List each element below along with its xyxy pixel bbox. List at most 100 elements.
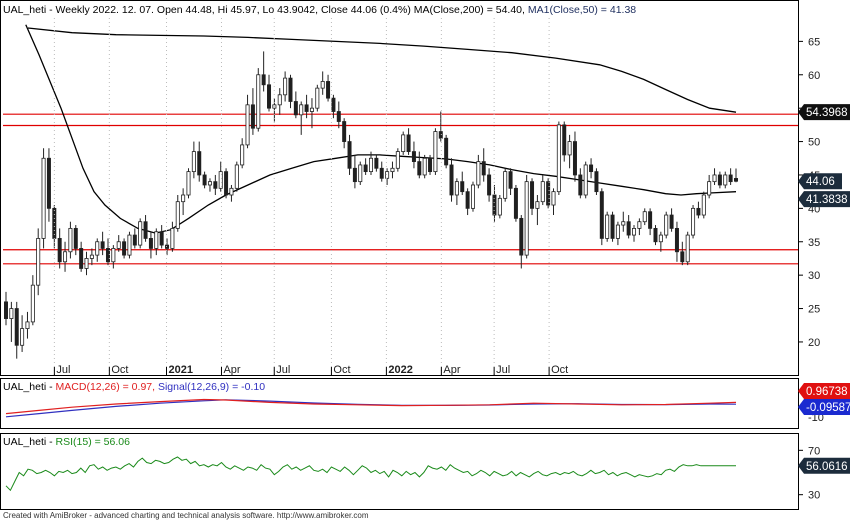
candle [524,174,529,259]
y-tick-label: 60 [808,70,820,82]
candle [309,98,314,129]
candle [363,158,368,175]
candle [89,248,94,266]
candle [734,168,739,183]
rsi-panel-title: UAL_heti - RSI(15) = 56.06 [3,436,130,448]
candle [105,238,110,266]
macd-panel-title: UAL_heti - MACD(12,26) = 0.97, Signal(12… [3,381,265,393]
candle [41,148,46,249]
candle [368,151,373,175]
rsi-line [5,456,736,492]
candle [132,228,137,249]
x-tick-label: Oct [333,364,350,376]
candle [476,154,481,189]
candle [653,225,658,246]
candle [229,184,234,202]
candle [14,301,19,359]
candle [674,221,679,262]
candle [25,311,30,339]
price-header-ma200: MA(Close,200) = 54.40, [414,4,528,16]
candle [143,215,148,242]
candle [567,134,572,169]
macd-header-value: MACD(12,26) = 0.97, [56,381,158,393]
candle [240,138,245,169]
x-tick-label: Oct [551,364,568,376]
footer-credit: Created with AmiBroker - advanced charti… [3,511,369,520]
ma200-value-badge: 54.3968 [798,104,850,121]
candle [46,148,51,222]
svg-text:0.96738: 0.96738 [806,386,848,398]
ma200-line [27,27,737,113]
rsi-panel-frame [0,433,799,510]
candle [712,168,717,185]
x-tick-label: Jul [56,364,70,376]
candle [138,218,143,249]
svg-text:-0.09587: -0.09587 [806,402,850,414]
candle [433,128,438,175]
candle [583,161,588,199]
candle [84,251,89,276]
candle [615,221,620,246]
candle [122,238,127,259]
candle [374,154,379,172]
candle [449,158,454,202]
candle [481,148,486,182]
x-tick-label: 2021 [169,364,193,376]
candle [4,291,9,326]
candle [658,231,663,252]
candle [508,168,513,195]
candle [218,161,223,192]
candle [519,215,524,269]
rsi-value-badge: 56.0616 [798,457,850,474]
candle [315,84,320,112]
svg-text:54.3968: 54.3968 [806,107,848,119]
macd-signal-line [5,399,737,418]
candle [487,168,492,202]
candle [562,121,567,162]
candle [100,231,105,256]
svg-text:44.06: 44.06 [806,176,835,188]
candle [535,195,540,226]
macd-header-signal: Signal(12,26,9) = -0.10 [158,381,265,393]
y-tick-label: 65 [808,36,820,48]
candle [411,141,416,169]
candle [293,91,298,119]
candle [261,51,266,92]
candle [497,195,502,219]
macd-value-badge: 0.96738 [798,383,850,399]
candle [342,118,347,149]
signal-value-badge: -0.09587 [798,399,850,415]
candle [390,161,395,179]
candle [116,235,121,252]
candle [186,168,191,199]
candle [30,275,35,326]
candle [352,154,357,189]
candle [417,151,422,179]
svg-text:56.0616: 56.0616 [806,461,848,473]
candle [669,208,674,232]
candle [159,225,164,249]
candle [680,241,685,266]
price-panel-frame [0,0,799,376]
candle [685,231,690,266]
candle [63,241,68,272]
candle [551,188,556,216]
candle [530,178,535,216]
candle [470,181,475,212]
candle [347,134,352,175]
candle [460,171,465,195]
candle [728,168,733,185]
candle [79,241,84,272]
candle [610,211,615,242]
candle [621,211,626,232]
candle [605,211,610,242]
candle [331,94,336,119]
macd-panel-frame [0,378,799,429]
x-tick-label: Jul [496,364,510,376]
candle [556,121,561,195]
candle [589,158,594,179]
candle [503,168,508,202]
candle [578,168,583,199]
candle [36,228,41,296]
